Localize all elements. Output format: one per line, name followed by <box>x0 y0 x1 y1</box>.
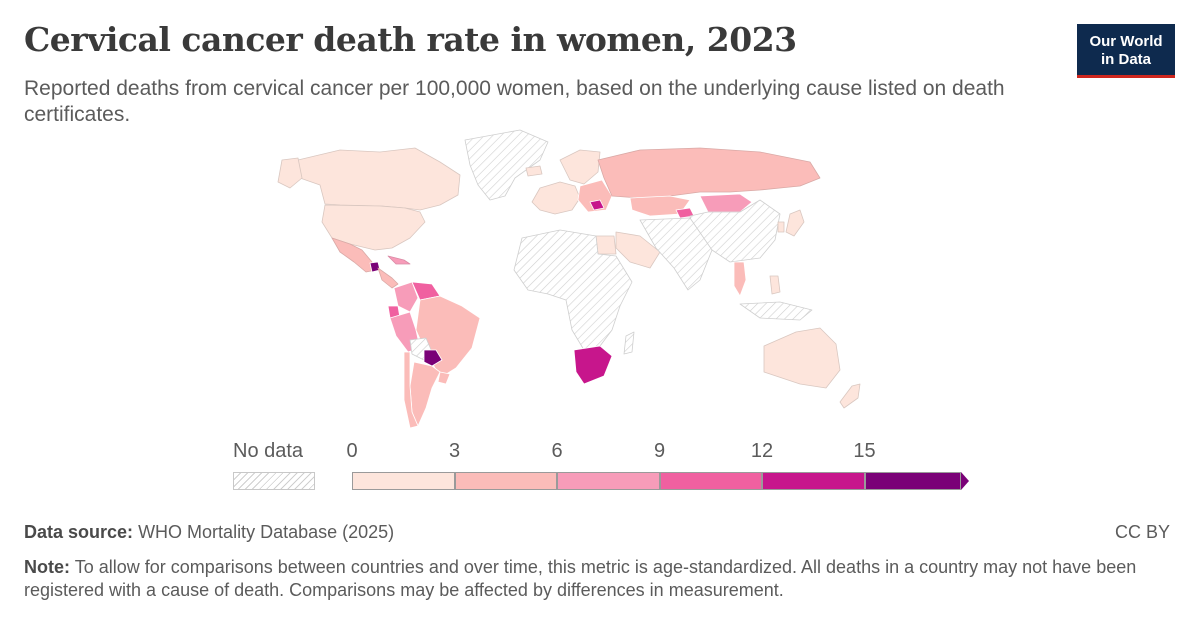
data-source: Data source: WHO Mortality Database (202… <box>24 522 394 543</box>
region-greenland[interactable] <box>464 129 549 201</box>
region-paraguay[interactable] <box>423 349 443 367</box>
region-canada[interactable] <box>297 147 461 211</box>
region-iceland[interactable] <box>525 165 543 177</box>
region-colombia[interactable] <box>393 281 419 313</box>
legend-tick-label: 12 <box>750 440 774 462</box>
region-western-europe[interactable] <box>531 181 581 215</box>
legend-bin-swatch[interactable] <box>454 472 557 490</box>
data-source-text[interactable]: WHO Mortality Database (2025) <box>138 522 395 542</box>
legend-bin-swatch[interactable] <box>659 472 762 490</box>
region-eastern-europe[interactable] <box>577 179 613 213</box>
license[interactable]: CC BY <box>1114 522 1170 542</box>
region-romania[interactable] <box>589 199 605 211</box>
region-philippines[interactable] <box>769 275 781 295</box>
region-mongolia[interactable] <box>699 193 753 213</box>
legend-tick-label: 0 <box>346 440 358 462</box>
region-australia[interactable] <box>763 327 841 389</box>
region-new-zealand[interactable] <box>839 383 861 409</box>
owid-logo[interactable]: Our World in Data <box>1077 24 1175 78</box>
note-label: Note: <box>24 557 70 577</box>
region-japan[interactable] <box>785 209 805 237</box>
logo-line-2: in Data <box>1100 51 1151 68</box>
legend-tick-label: 15 <box>853 440 876 462</box>
region-egypt[interactable] <box>595 235 617 255</box>
note-text: To allow for comparisons between countri… <box>24 557 1137 600</box>
region-south-korea[interactable] <box>777 221 785 233</box>
chart-title: Cervical cancer death rate in women, 202… <box>24 20 797 59</box>
legend-bin-swatch[interactable] <box>557 472 660 490</box>
legend-tick-label: 6 <box>551 440 563 462</box>
logo-line-1: Our World <box>1089 33 1163 50</box>
region-scandinavia[interactable] <box>559 149 601 185</box>
data-source-label: Data source: <box>24 522 134 542</box>
legend-tick-label: 3 <box>448 440 461 462</box>
region-madagascar[interactable] <box>623 331 635 355</box>
region-thailand[interactable] <box>733 261 747 297</box>
region-united-states[interactable] <box>321 204 426 251</box>
legend-tick-label: 9 <box>653 440 666 462</box>
legend-no-data-swatch[interactable] <box>233 472 315 490</box>
world-map[interactable] <box>0 0 1200 440</box>
region-alaska[interactable] <box>277 157 303 189</box>
region-uruguay[interactable] <box>437 371 451 385</box>
chart-subtitle: Reported deaths from cervical cancer per… <box>24 77 1005 126</box>
region-argentina[interactable] <box>409 361 441 427</box>
footnote: Note: To allow for comparisons between c… <box>24 556 1154 602</box>
legend-open-end-arrow <box>960 472 969 490</box>
region-middle-east[interactable] <box>615 231 661 269</box>
region-russia[interactable] <box>597 147 821 199</box>
region-chile[interactable] <box>403 351 419 429</box>
region-indonesia[interactable] <box>739 301 813 321</box>
legend-bin-swatch[interactable] <box>352 472 455 490</box>
region-south-asia[interactable] <box>639 217 713 291</box>
region-south-africa[interactable] <box>573 345 613 385</box>
region-cuba[interactable] <box>387 255 411 265</box>
region-central-america[interactable] <box>377 267 399 289</box>
legend-no-data-label: No data <box>233 440 304 462</box>
legend-bin-swatch[interactable] <box>762 472 865 490</box>
region-africa[interactable] <box>513 229 633 351</box>
legend-bin-swatch[interactable] <box>864 472 961 490</box>
